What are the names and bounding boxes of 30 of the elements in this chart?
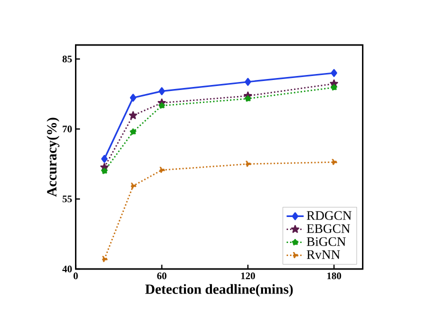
point [158,102,166,109]
point [332,158,338,166]
point [130,182,137,190]
x-tick-label: 120 [241,272,255,280]
point [330,69,338,77]
point [130,94,136,102]
point [244,95,252,102]
legend-label: RDGCN [306,211,352,220]
point [130,128,136,136]
point [330,84,338,91]
x-axis-title: Detection deadline(mins) [145,284,293,297]
y-axis-title: Accuracy(%) [46,118,60,197]
legend-label: RvNN [306,250,340,259]
point [244,78,252,86]
point [246,160,252,168]
point [158,87,165,96]
point [160,166,166,174]
x-tick-label: 0 [74,272,78,280]
legend-label: EBGCN [306,224,350,233]
point [128,111,138,120]
x-tick-label: 180 [327,272,342,280]
point [102,256,108,262]
y-tick-label: 40 [62,266,72,272]
point [101,154,108,163]
legend-label: BiGCN [306,237,346,246]
y-tick-label: 55 [62,196,72,202]
x-tick-label: 60 [157,272,166,280]
point [101,168,108,174]
y-tick-label: 70 [62,126,72,132]
y-tick-label: 85 [62,56,72,62]
